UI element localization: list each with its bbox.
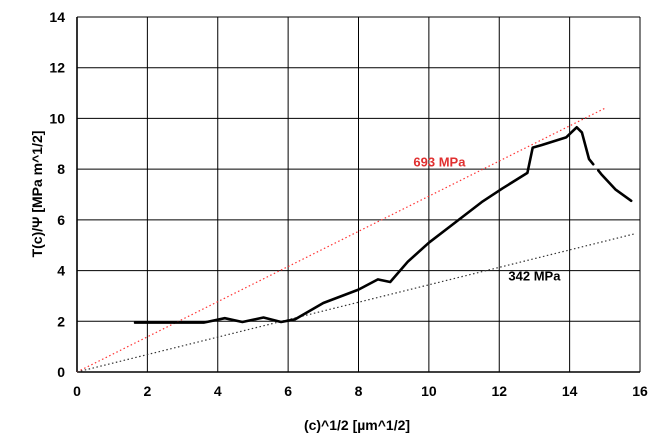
x-tick-label: 14 [562, 383, 578, 399]
y-axis-label: T(c)/Ψ [MPa m^1/2] [29, 131, 45, 258]
x-tick-label: 4 [214, 383, 222, 399]
y-tick-label: 0 [57, 364, 65, 380]
x-axis-label: (c)^1/2 [µm^1/2] [304, 417, 410, 433]
x-tick-label: 10 [421, 383, 437, 399]
fit-lines [76, 107, 635, 373]
x-tick-label: 12 [491, 383, 507, 399]
x-tick-label: 16 [632, 383, 648, 399]
data-line [133, 126, 633, 324]
y-axis-ticks: 0 2 4 6 8 10 12 14 [49, 9, 65, 380]
x-tick-label: 0 [73, 383, 81, 399]
x-tick-label: 6 [284, 383, 292, 399]
y-tick-label: 10 [49, 110, 65, 126]
annotation-label: 342 MPa [508, 269, 561, 284]
y-tick-label: 6 [57, 212, 65, 228]
y-tick-label: 14 [49, 9, 65, 25]
grid [76, 16, 641, 373]
fit-line-1 [76, 107, 606, 373]
y-tick-label: 8 [57, 161, 65, 177]
y-tick-label: 4 [57, 263, 65, 279]
data-curve [133, 126, 633, 324]
y-tick-label: 2 [57, 313, 65, 329]
annotations: 693 MPa 342 MPa [413, 155, 561, 284]
x-tick-label: 2 [143, 383, 151, 399]
y-tick-label: 12 [49, 60, 65, 76]
x-tick-label: 8 [355, 383, 363, 399]
annotation-label: 693 MPa [413, 155, 466, 170]
fit-line-2 [76, 233, 635, 373]
x-axis-ticks: 0 2 4 6 8 10 12 14 16 [73, 383, 648, 399]
